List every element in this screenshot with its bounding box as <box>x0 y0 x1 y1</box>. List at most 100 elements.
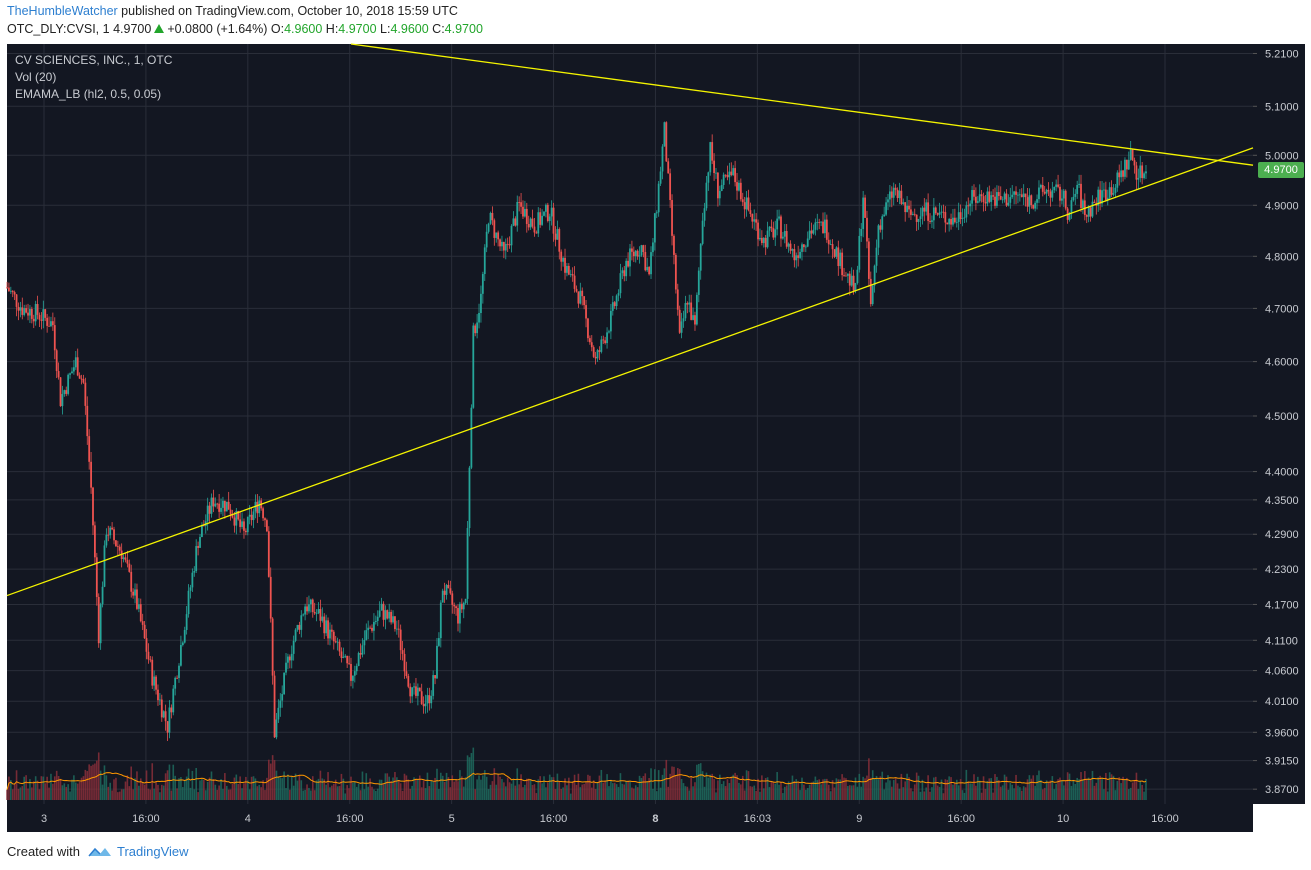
candle-body <box>913 213 916 215</box>
candle-body <box>890 191 893 198</box>
candle-body <box>76 357 79 376</box>
candle-body <box>485 231 488 248</box>
candle-body <box>113 529 115 541</box>
candle-body <box>437 638 440 646</box>
volume-bar <box>1007 789 1010 800</box>
volume-bar <box>722 781 725 800</box>
volume-bar <box>111 790 113 800</box>
volume-bar <box>256 786 259 800</box>
volume-bar <box>1005 776 1008 800</box>
candle-body <box>707 172 710 183</box>
volume-bar <box>772 781 775 800</box>
candle-body <box>187 590 190 615</box>
candle-body <box>283 672 286 695</box>
volume-bar <box>889 780 891 800</box>
volume-bar <box>957 785 960 800</box>
candle-body <box>462 602 465 610</box>
candle-body <box>248 514 251 517</box>
volume-bar <box>1120 783 1122 800</box>
candle-body <box>978 194 981 202</box>
volume-bar <box>348 788 350 800</box>
volume-bar <box>541 783 543 800</box>
candle-body <box>394 616 396 630</box>
chart-area[interactable]: 5.2100 5.1000 5.0000 4.9000 4.8000 4.7000 4.60… <box>0 42 1311 832</box>
candle-body <box>392 616 394 623</box>
author-link[interactable]: TheHumbleWatcher <box>7 4 118 18</box>
volume-bar <box>527 778 530 800</box>
volume-bar <box>334 779 337 800</box>
candle-body <box>678 309 681 333</box>
candle-body <box>1013 191 1016 195</box>
candle-body <box>21 307 24 315</box>
volume-bar <box>289 789 291 800</box>
candle-body <box>906 205 909 213</box>
candle-body <box>724 174 727 176</box>
candle-body <box>388 611 391 619</box>
candle-body <box>1060 198 1063 201</box>
volume-bar <box>438 789 440 800</box>
candle-body <box>709 142 712 173</box>
volume-bar <box>692 786 694 800</box>
volume-bar <box>241 788 243 800</box>
candle-body <box>275 719 278 738</box>
volume-bar <box>805 789 807 800</box>
volume-bar <box>545 787 547 800</box>
volume-bar <box>654 769 656 800</box>
candle-body <box>403 653 406 672</box>
volume-bar <box>99 770 102 800</box>
volume-bar <box>579 787 582 800</box>
candle-body <box>25 308 28 313</box>
volume-bar <box>315 780 318 800</box>
tradingview-link[interactable]: TradingView <box>117 844 189 859</box>
volume-bar <box>183 780 186 800</box>
volume-bar <box>231 783 234 800</box>
volume-bar <box>751 786 754 800</box>
candle-body <box>516 202 519 226</box>
x-tick-label: 4 <box>245 813 251 825</box>
volume-bar <box>329 787 331 800</box>
volume-bar <box>816 780 819 800</box>
volume-bar <box>243 783 245 800</box>
volume-bar <box>1068 773 1071 800</box>
candle-body <box>789 243 792 251</box>
candle-body <box>193 571 196 573</box>
volume-bar <box>871 770 874 800</box>
volume-bar <box>376 788 379 800</box>
volume-bar <box>508 782 511 800</box>
volume-bar <box>1066 772 1069 800</box>
candle-body <box>267 531 270 577</box>
candle-body <box>860 228 863 236</box>
candle-body <box>816 221 819 223</box>
volume-bar <box>629 782 631 800</box>
volume-bar <box>237 783 240 800</box>
volume-bar <box>644 773 647 800</box>
volume-bar <box>354 782 356 800</box>
volume-bar <box>189 787 192 800</box>
candle-body <box>1141 165 1144 179</box>
volume-bar <box>1085 779 1088 800</box>
volume-bar <box>724 786 727 800</box>
volume-bar <box>298 775 301 800</box>
candle-body <box>705 182 708 209</box>
price-chart[interactable]: 5.2100 5.1000 5.0000 4.9000 4.8000 4.7000 4.60… <box>0 42 1311 832</box>
volume-bar <box>1106 791 1109 800</box>
volume-bar <box>447 777 450 800</box>
candle-body <box>237 510 240 520</box>
candle-body <box>510 225 513 246</box>
candle-body <box>877 225 880 248</box>
volume-ma-line <box>6 772 1147 790</box>
candle-body <box>994 196 996 206</box>
volume-bar <box>206 781 209 800</box>
volume-bar <box>359 790 362 800</box>
candle-body <box>554 233 557 240</box>
volume-bar <box>57 775 60 800</box>
volume-bar <box>678 769 681 800</box>
candle-body <box>852 275 855 291</box>
candle-body <box>1114 187 1117 193</box>
y-tick-label: 4.1700 <box>1265 599 1299 611</box>
candle-body <box>585 305 587 319</box>
candle-body <box>105 534 108 546</box>
volume-bar <box>747 771 750 800</box>
candle-body <box>598 350 601 352</box>
volume-bar <box>761 775 763 800</box>
